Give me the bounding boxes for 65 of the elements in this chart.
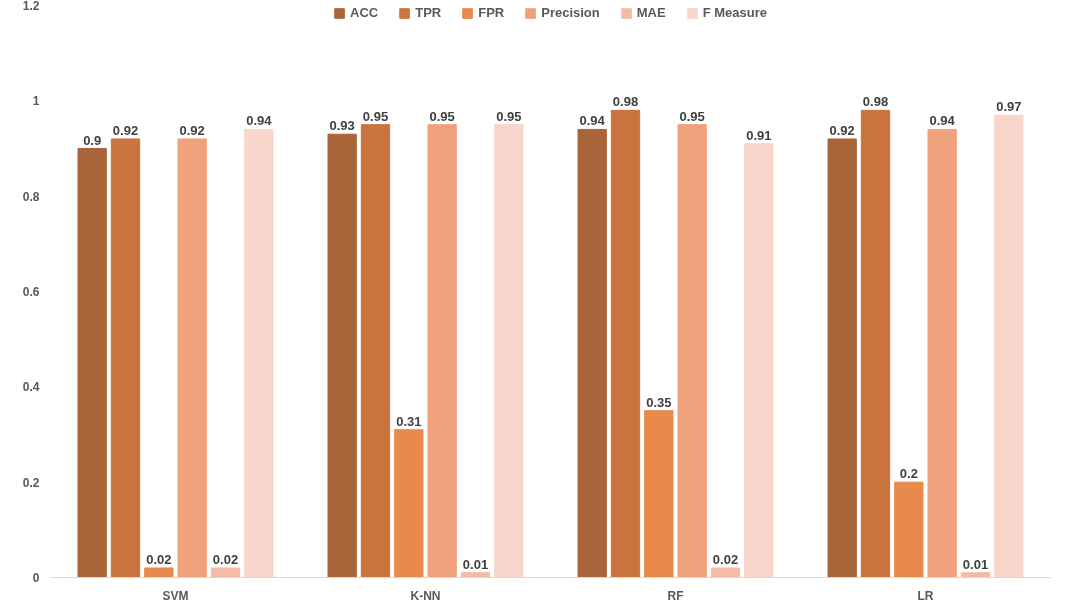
y-tick-label: 1.2 xyxy=(22,0,40,13)
data-label: 0.35 xyxy=(646,394,672,410)
bar xyxy=(244,128,274,578)
y-tick-label: 0.8 xyxy=(22,189,40,204)
data-label: 0.2 xyxy=(899,466,918,482)
bar xyxy=(577,128,607,578)
bar xyxy=(677,124,707,578)
y-tick-label: 0 xyxy=(32,571,40,585)
bar xyxy=(427,124,457,578)
y-tick-label: 0.6 xyxy=(22,285,40,299)
legend-label: MAE xyxy=(636,5,666,20)
data-label: 0.94 xyxy=(579,113,606,129)
bar xyxy=(927,128,957,578)
data-label: 0.95 xyxy=(429,108,455,124)
data-label: 0.94 xyxy=(246,113,273,129)
data-label: 0.92 xyxy=(112,122,139,138)
bar xyxy=(210,567,241,578)
legend-label: Precision xyxy=(541,5,600,20)
data-label: 0.02 xyxy=(212,551,239,567)
bar xyxy=(144,567,174,578)
data-label: 0.92 xyxy=(829,122,855,138)
y-tick-label: 0.2 xyxy=(22,475,40,490)
data-label: 0.92 xyxy=(179,122,205,138)
data-label: 0.97 xyxy=(996,99,1022,115)
x-tick-label: SVM xyxy=(162,588,189,603)
data-label: 0.02 xyxy=(146,551,172,567)
bar xyxy=(77,148,107,578)
data-label: 0.9 xyxy=(83,132,102,148)
bar xyxy=(710,567,741,578)
bar xyxy=(744,143,774,578)
legend-label: ACC xyxy=(350,5,379,20)
x-tick-label: LR xyxy=(917,588,934,603)
data-label: 0.01 xyxy=(962,556,989,572)
data-label: 0.95 xyxy=(679,108,705,124)
bar xyxy=(394,429,424,578)
data-label: 0.01 xyxy=(462,556,489,572)
bar xyxy=(994,114,1024,578)
data-label: 0.93 xyxy=(329,118,355,134)
bar xyxy=(110,138,141,578)
x-tick-label: RF xyxy=(667,588,684,603)
legend-label: F Measure xyxy=(702,5,767,20)
bar xyxy=(327,133,357,578)
bar xyxy=(894,481,924,578)
y-tick-label: 0.4 xyxy=(22,380,40,395)
bar xyxy=(177,138,207,578)
y-tick-label: 1 xyxy=(32,94,40,109)
data-label: 0.98 xyxy=(612,94,639,110)
bar xyxy=(827,138,857,578)
data-label: 0.95 xyxy=(496,108,522,124)
bar xyxy=(360,124,391,578)
bar xyxy=(860,109,891,578)
bar xyxy=(494,124,524,578)
legend-label: FPR xyxy=(478,5,505,20)
data-label: 0.98 xyxy=(862,94,889,110)
data-label: 0.91 xyxy=(746,127,772,143)
data-label: 0.31 xyxy=(396,413,422,429)
data-label: 0.02 xyxy=(712,551,739,567)
bar xyxy=(644,410,674,578)
legend-label: TPR xyxy=(415,5,442,20)
bar xyxy=(610,109,641,578)
x-tick-label: K-NN xyxy=(410,588,441,603)
bar xyxy=(460,572,491,578)
data-label: 0.95 xyxy=(362,108,389,124)
bar xyxy=(960,572,991,578)
data-label: 0.94 xyxy=(929,113,956,129)
